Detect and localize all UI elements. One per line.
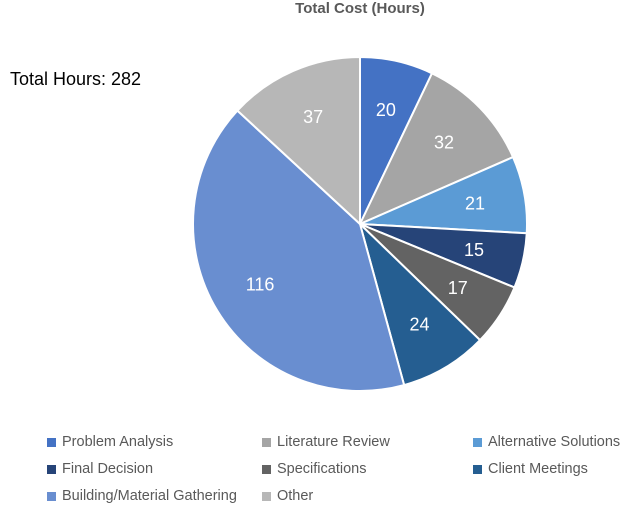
pie-slice-building-material-gathering: [192, 109, 406, 392]
slice-value-label: 21: [465, 193, 485, 213]
slice-value-label: 17: [448, 278, 468, 298]
slice-value-label: 37: [303, 107, 323, 127]
slice-value-label: 15: [464, 240, 484, 260]
slice-value-label: 32: [434, 133, 454, 153]
total-hours-annotation: Total Hours: 282: [10, 69, 142, 89]
pie-slice-client-meetings: [358, 220, 482, 387]
pie-slice-other: [235, 55, 361, 227]
slice-value-label: 20: [376, 100, 396, 120]
slice-value-label: 24: [410, 315, 430, 335]
pie-slice-literature-review: [357, 71, 515, 226]
slice-value-label: 116: [246, 275, 275, 295]
chart-title: Total Cost (Hours): [295, 0, 425, 17]
